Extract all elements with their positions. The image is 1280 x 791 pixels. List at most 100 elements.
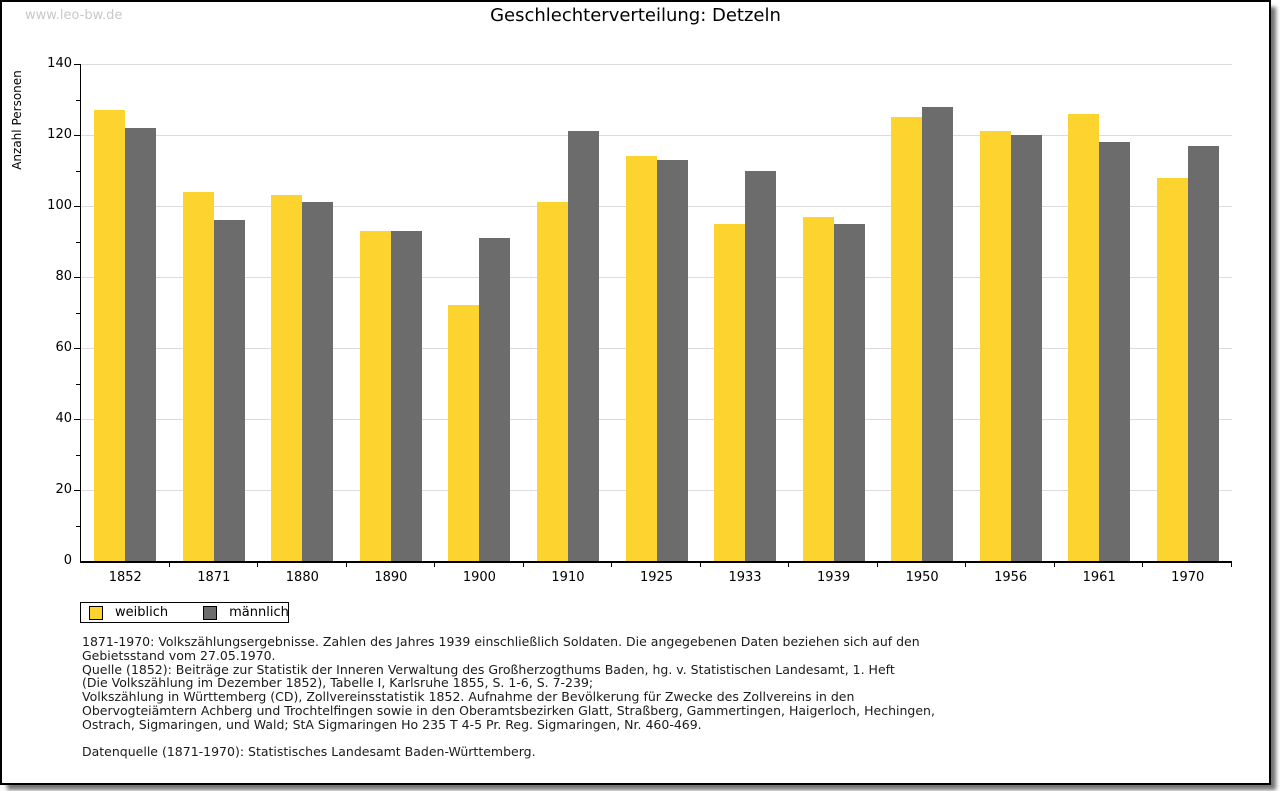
x-tick-9 bbox=[876, 561, 878, 567]
x-label-1910: 1910 bbox=[551, 570, 585, 585]
y-tick-label-140: 140 bbox=[47, 56, 72, 71]
x-label-1880: 1880 bbox=[285, 570, 319, 585]
bar-weiblich-1950 bbox=[891, 117, 923, 561]
watermark-leo-bw: www.leo-bw.de bbox=[25, 8, 123, 23]
footnote-line-7: Ostrach, Sigmaringen, und Wald; StA Sigm… bbox=[82, 716, 702, 732]
bar-männlich-1871 bbox=[213, 220, 245, 561]
plot-area: 20 40 60 80 100 120 140 0 1852 1871 1880 1890 1900 19… bbox=[47, 56, 1232, 585]
footnote-line-6: Obervogteiämtern Achberg und Trochtelfin… bbox=[82, 702, 935, 718]
y-axis-title: Anzahl Personen bbox=[10, 70, 24, 170]
footnote-line-9: Datenquelle (1871-1970): Statistisches L… bbox=[82, 744, 536, 760]
bar-männlich-1880 bbox=[302, 202, 334, 561]
x-label-1939: 1939 bbox=[817, 570, 851, 585]
bar-männlich-1961 bbox=[1099, 142, 1131, 561]
x-label-1925: 1925 bbox=[639, 570, 674, 585]
bar-weiblich-1970 bbox=[1156, 177, 1188, 561]
y-tick-label-80: 80 bbox=[55, 269, 72, 284]
bar-weiblich-1961 bbox=[1068, 113, 1100, 561]
y-tick-major-40 bbox=[74, 419, 80, 420]
footnote-line-5: Volkszählung in Württemberg (CD), Zollve… bbox=[82, 689, 855, 705]
y-tick-major-20 bbox=[74, 490, 80, 491]
x-tick-12 bbox=[1142, 561, 1144, 567]
bar-männlich-1852 bbox=[125, 127, 157, 561]
bar-weiblich-1933 bbox=[714, 223, 746, 561]
bar-weiblich-1925 bbox=[625, 156, 657, 561]
x-tick-2 bbox=[257, 561, 259, 567]
x-label-1961: 1961 bbox=[1082, 570, 1116, 585]
bar-männlich-1939 bbox=[833, 223, 865, 561]
bar-weiblich-1900 bbox=[448, 305, 480, 561]
x-label-1956: 1956 bbox=[994, 570, 1028, 585]
y-tick-major-100 bbox=[74, 206, 80, 207]
y-tick-major-140 bbox=[74, 64, 80, 65]
chart-title: Geschlechterverteilung: Detzeln bbox=[490, 5, 781, 26]
x-label-1871: 1871 bbox=[197, 570, 231, 585]
x-label-1852: 1852 bbox=[108, 570, 142, 585]
x-tick-4 bbox=[434, 561, 436, 567]
bar-männlich-1910 bbox=[567, 131, 599, 561]
bar-weiblich-1956 bbox=[979, 131, 1011, 561]
bar-männlich-1950 bbox=[922, 106, 954, 561]
x-axis-line bbox=[80, 561, 1232, 563]
x-label-1900: 1900 bbox=[462, 570, 496, 585]
bar-weiblich-1871 bbox=[182, 191, 214, 561]
footnote-line-2: Gebietsstand vom 27.05.1970. bbox=[82, 647, 276, 663]
x-tick-13 bbox=[1231, 561, 1232, 567]
bar-männlich-1900 bbox=[479, 237, 511, 561]
bar-männlich-1970 bbox=[1187, 145, 1219, 561]
x-tick-1 bbox=[168, 561, 170, 567]
x-tick-7 bbox=[699, 561, 701, 567]
y-tick-minor-70 bbox=[76, 312, 80, 314]
legend-label-weiblich: weiblich bbox=[115, 605, 169, 620]
x-label-1933: 1933 bbox=[728, 570, 762, 585]
bar-weiblich-1880 bbox=[271, 195, 303, 561]
x-tick-8 bbox=[788, 561, 790, 567]
footnote-line-3: Quelle (1852): Beiträge zur Statistik de… bbox=[82, 661, 895, 677]
x-label-1890: 1890 bbox=[374, 570, 408, 585]
footnote-line-4: (Die Volkszählung im Dezember 1852), Tab… bbox=[82, 675, 594, 691]
x-tick-3 bbox=[345, 561, 347, 567]
y-tick-label-100: 100 bbox=[47, 198, 72, 213]
x-tick-10 bbox=[965, 561, 967, 567]
y-tick-minor-50 bbox=[76, 383, 80, 385]
x-tick-6 bbox=[611, 561, 613, 567]
y-tick-major-80 bbox=[74, 277, 80, 278]
bar-männlich-1956 bbox=[1010, 135, 1042, 561]
gridline-140 bbox=[81, 64, 1232, 65]
gridline-120 bbox=[81, 135, 1232, 136]
legend-swatch-weiblich bbox=[89, 605, 103, 620]
y-tick-label-20: 20 bbox=[55, 482, 72, 497]
bar-weiblich-1939 bbox=[802, 216, 834, 561]
y-tick-minor-30 bbox=[76, 454, 80, 456]
legend-box: weiblich männlich bbox=[80, 602, 289, 623]
bar-weiblich-1890 bbox=[359, 230, 391, 561]
y-tick-minor-110 bbox=[76, 170, 80, 172]
x-label-1970: 1970 bbox=[1171, 570, 1205, 585]
y-tick-label-120: 120 bbox=[47, 127, 72, 142]
bar-männlich-1890 bbox=[390, 230, 422, 561]
y-tick-major-120 bbox=[74, 135, 80, 136]
y-tick-minor-130 bbox=[76, 99, 80, 101]
y-tick-label-40: 40 bbox=[55, 411, 72, 426]
y-tick-minor-10 bbox=[76, 525, 80, 527]
y-tick-minor-90 bbox=[76, 241, 80, 243]
bar-männlich-1925 bbox=[656, 159, 688, 561]
footnotes-block: 1871-1970: Volkszählungsergebnisse. Zahl… bbox=[82, 635, 935, 759]
y-tick-label-0: 0 bbox=[63, 553, 72, 568]
bar-weiblich-1852 bbox=[94, 110, 126, 561]
legend-swatch-männlich bbox=[203, 605, 218, 620]
bar-weiblich-1910 bbox=[536, 202, 568, 561]
x-label-1950: 1950 bbox=[905, 570, 939, 585]
legend-item-weiblich: weiblich bbox=[89, 605, 168, 620]
y-tick-major-60 bbox=[74, 348, 80, 349]
x-tick-11 bbox=[1053, 561, 1055, 567]
x-tick-5 bbox=[522, 561, 524, 567]
y-axis-line bbox=[80, 64, 81, 561]
footnote-line-8 bbox=[82, 732, 935, 746]
legend-item-männlich: männlich bbox=[203, 605, 289, 620]
legend-label-männlich: männlich bbox=[229, 605, 289, 620]
y-tick-label-60: 60 bbox=[55, 340, 72, 355]
footnote-line-1: 1871-1970: Volkszählungsergebnisse. Zahl… bbox=[82, 634, 920, 649]
bar-männlich-1933 bbox=[745, 170, 777, 561]
